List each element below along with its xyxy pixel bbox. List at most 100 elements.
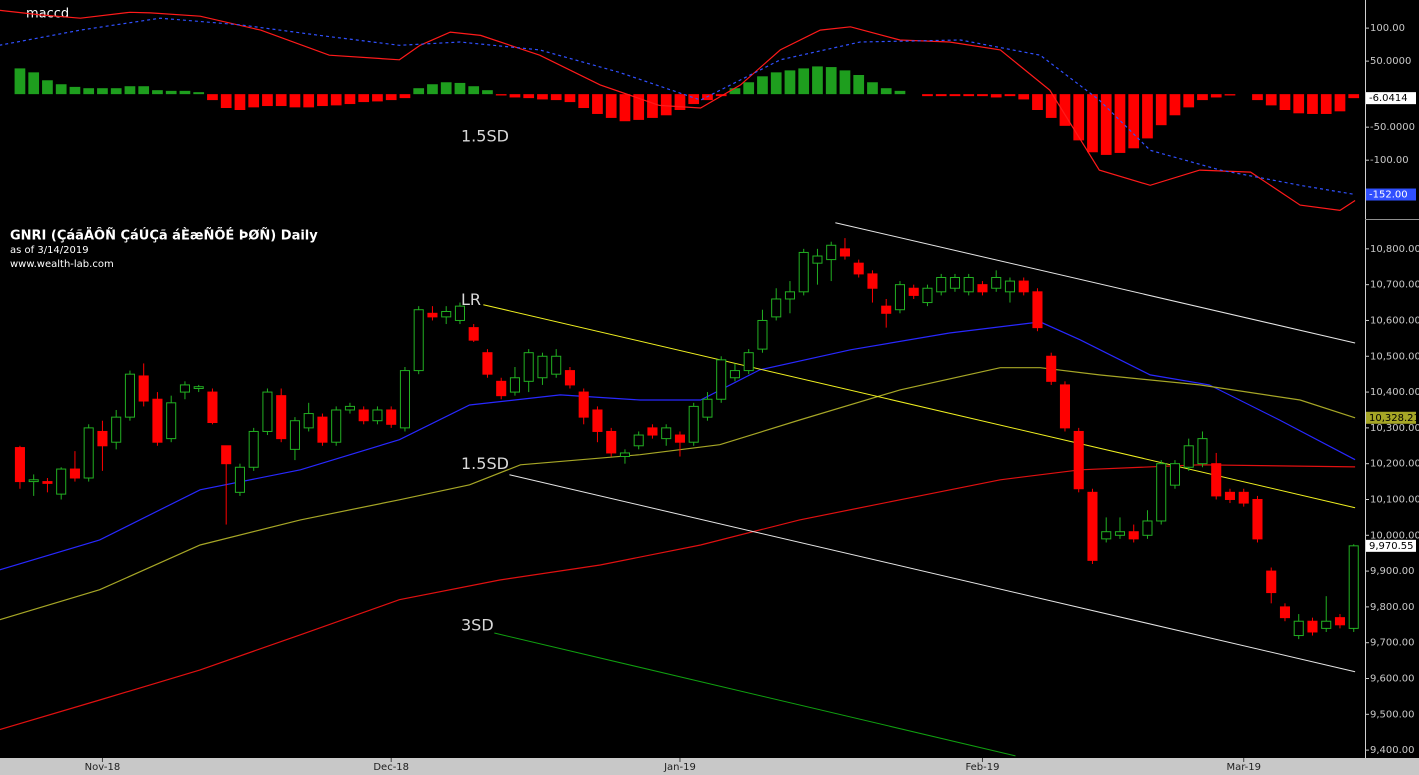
x-tick-label: Dec-18 (373, 762, 409, 773)
histogram-bar (853, 75, 865, 95)
candle-body (936, 276, 947, 293)
candle-body (826, 244, 837, 261)
candle-body (413, 309, 424, 372)
candle-body (1128, 531, 1139, 540)
histogram-bar (468, 86, 480, 95)
last-value-box (1366, 411, 1416, 424)
histogram-bar (770, 72, 782, 95)
histogram-bar (949, 94, 961, 97)
x-axis-band (0, 758, 1419, 775)
candle-body (454, 305, 465, 321)
histogram-bar (1045, 94, 1057, 118)
histogram-bar (179, 90, 191, 95)
candle-body (1114, 531, 1126, 536)
candle-body (702, 398, 713, 418)
histogram-bar (69, 86, 81, 95)
candle-body (619, 452, 630, 458)
x-tick-label: Nov-18 (85, 762, 121, 773)
histogram-bar (1032, 94, 1043, 110)
candle-body (193, 386, 204, 389)
chart-source: www.wealth-lab.com (10, 259, 114, 270)
histogram-bar (193, 92, 205, 95)
candle-body (221, 445, 232, 465)
histogram-bar (97, 88, 108, 95)
candle-body (922, 287, 933, 304)
histogram-bar (124, 86, 136, 95)
y-tick-label: 9,800.00 (1370, 602, 1415, 613)
histogram-bar (1087, 94, 1098, 153)
y-tick-label: 10,100.00 (1370, 494, 1419, 505)
candle-body (1224, 491, 1236, 500)
histogram-bar (262, 94, 273, 107)
y-tick-label: 9,600.00 (1370, 674, 1415, 685)
candle-body (1032, 291, 1043, 329)
histogram-bar (372, 94, 383, 102)
candle-body (1197, 438, 1208, 465)
candle-body (743, 352, 754, 372)
candle-body (124, 373, 135, 418)
candle-body (331, 409, 342, 443)
histogram-bar (605, 94, 617, 118)
histogram-bar (894, 90, 906, 95)
histogram-bar (413, 88, 425, 95)
histogram-bar (1307, 94, 1318, 114)
histogram-bar (523, 94, 535, 99)
histogram-bar (427, 84, 438, 95)
channel-label: 3SD (461, 616, 494, 635)
histogram-bar (825, 67, 837, 95)
histogram-bar (1073, 94, 1085, 141)
channel-label: 1.5SD (461, 127, 509, 146)
candle-body (1348, 545, 1359, 629)
last-value-box (1366, 539, 1416, 552)
histogram-bar (743, 82, 755, 95)
histogram-bar (674, 94, 686, 110)
histogram-bar (275, 94, 287, 107)
histogram-bar (220, 94, 232, 109)
y-tick-label: -100.00 (1370, 155, 1409, 166)
histogram-bar (564, 94, 576, 103)
histogram-bar (880, 88, 892, 95)
histogram-bar (798, 68, 810, 95)
histogram-bar (1320, 94, 1332, 114)
candle-body (97, 430, 108, 447)
histogram-bar (1114, 94, 1126, 153)
histogram-bar (330, 94, 342, 106)
candle-body (578, 391, 589, 418)
candle-body (949, 276, 961, 289)
candle-body (28, 479, 39, 483)
candle-body (42, 481, 53, 484)
last-value-box (1366, 92, 1416, 105)
histogram-bar (592, 94, 603, 114)
indicator-line (0, 367, 1356, 621)
candle-body (179, 384, 190, 393)
candle-body (427, 312, 438, 318)
candle-body (977, 284, 988, 293)
candle-body (1238, 491, 1249, 504)
candle-body (303, 413, 314, 429)
histogram-bar (977, 94, 988, 97)
last-value-label: -152.00 (1369, 190, 1408, 201)
y-tick-label: 9,400.00 (1370, 745, 1415, 756)
candle-body (798, 251, 809, 293)
histogram-bar (440, 82, 452, 95)
candle-body (1252, 498, 1263, 540)
last-value-label: 10,328.21 (1369, 413, 1419, 424)
y-tick-label: 10,400.00 (1370, 387, 1419, 398)
candle-body (386, 409, 397, 425)
histogram-bar (317, 94, 328, 107)
candle-body (1018, 280, 1029, 293)
candle-body (1059, 384, 1071, 429)
candle-body (729, 370, 740, 379)
candle-body (867, 273, 878, 289)
y-tick-label: 50.0000 (1370, 56, 1411, 67)
channel-label: LR (461, 290, 481, 309)
histogram-bar (110, 88, 122, 95)
candle-body (523, 352, 534, 382)
histogram-bar (647, 94, 658, 118)
histogram-bar (165, 90, 177, 95)
histogram-bar (1183, 94, 1195, 108)
y-tick-label: 10,300.00 (1370, 423, 1419, 434)
candle-body (509, 377, 520, 393)
candle-body (1142, 520, 1153, 536)
candle-body (83, 427, 94, 479)
